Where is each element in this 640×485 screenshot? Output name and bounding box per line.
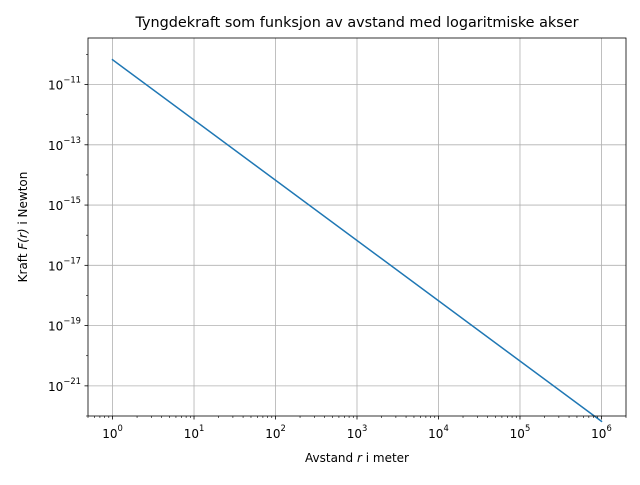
x-tick-label-exponent: 2 (280, 423, 285, 433)
y-tick-label-base: 10 (48, 79, 63, 93)
x-tick-label: 106 (591, 423, 612, 441)
x-tick-label: 101 (184, 423, 205, 441)
x-tick-label-base: 10 (265, 427, 280, 441)
x-tick-label-exponent: 1 (199, 423, 204, 433)
x-axis-label: Avstand r i meter (305, 451, 409, 465)
x-axis-label-suffix: i meter (362, 451, 409, 465)
x-tick-label: 103 (347, 423, 368, 441)
y-axis-label-variable: F(r) (16, 228, 30, 249)
y-tick-label-base: 10 (48, 199, 63, 213)
series-layer (111, 58, 603, 423)
y-tick-label-exponent: −21 (63, 376, 81, 386)
y-tick-label-exponent: −19 (63, 316, 81, 326)
x-tick-label: 105 (510, 423, 531, 441)
chart-title: Tyngdekraft som funksjon av avstand med … (134, 15, 578, 31)
y-axis-label-prefix: Kraft (16, 250, 30, 283)
y-tick-label: 10−11 (48, 75, 81, 93)
x-axis-label-variable: r (357, 451, 363, 465)
x-tick-label-base: 10 (184, 427, 199, 441)
x-tick-label: 102 (265, 423, 286, 441)
y-tick-label-base: 10 (48, 380, 63, 394)
y-tick-label-base: 10 (48, 259, 63, 273)
x-tick-label-exponent: 6 (606, 423, 611, 433)
y-axis-label: Kraft F(r) i Newton (16, 172, 30, 283)
grid (88, 38, 626, 416)
y-tick-label-base: 10 (48, 320, 63, 334)
series-line (111, 58, 603, 423)
ticks: 100 101 102 103 104 105 10610−1110−1310−1510−1… (48, 54, 627, 441)
x-tick-label-exponent: 0 (117, 423, 122, 433)
y-tick-label: 10−17 (48, 255, 81, 273)
y-tick-label: 10−19 (48, 316, 81, 334)
x-tick-label-base: 10 (347, 427, 362, 441)
x-tick-label-base: 10 (428, 427, 443, 441)
y-tick-label-exponent: −11 (63, 75, 81, 85)
x-tick-label-base: 10 (591, 427, 606, 441)
y-tick-label: 10−15 (48, 195, 81, 213)
x-tick-label-base: 10 (510, 427, 525, 441)
x-tick-label: 100 (102, 423, 123, 441)
y-tick-label-exponent: −15 (63, 195, 81, 205)
y-tick-label-exponent: −13 (63, 135, 81, 145)
x-tick-label: 104 (428, 423, 449, 441)
x-tick-label-exponent: 5 (525, 423, 530, 433)
x-tick-label-exponent: 4 (443, 423, 448, 433)
y-tick-label-exponent: −17 (63, 255, 81, 265)
y-tick-label-base: 10 (48, 139, 63, 153)
x-axis-label-prefix: Avstand (305, 451, 357, 465)
x-tick-label-exponent: 3 (362, 423, 367, 433)
x-tick-label-base: 10 (102, 427, 117, 441)
y-tick-label: 10−13 (48, 135, 81, 153)
y-tick-label: 10−21 (48, 376, 81, 394)
y-axis-label-suffix: i Newton (16, 172, 30, 229)
